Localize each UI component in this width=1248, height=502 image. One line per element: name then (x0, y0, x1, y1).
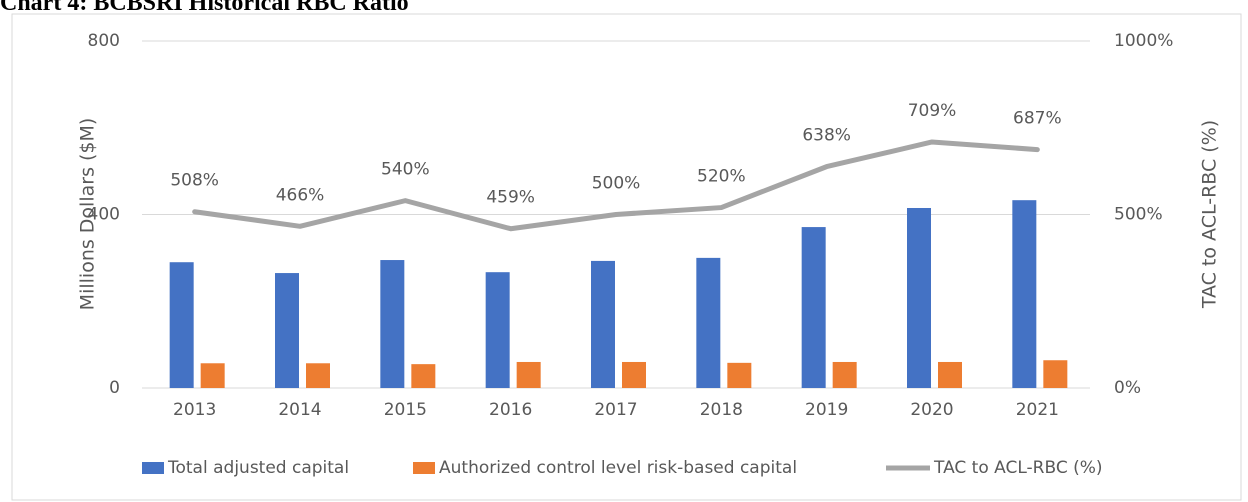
y-tick-label: 400 (88, 205, 120, 225)
bar (516, 361, 541, 388)
chart-frame (11, 13, 1242, 501)
x-tick-label: 2016 (489, 400, 532, 420)
bar (411, 364, 436, 388)
legend-swatch (142, 462, 164, 474)
data-label: 508% (170, 171, 219, 191)
bar (380, 260, 405, 388)
x-tick-label: 2018 (700, 400, 743, 420)
chart-title: Chart 4: BCBSRI Historical RBC Ratio (0, 0, 409, 16)
bar (907, 207, 931, 388)
bar (727, 362, 752, 388)
x-tick-label: 2021 (1016, 400, 1059, 420)
bar (306, 363, 330, 388)
y2-tick-label: 500% (1114, 205, 1163, 225)
legend-swatch (413, 462, 435, 474)
bar (200, 363, 225, 388)
bar (832, 361, 857, 388)
x-tick-label: 2017 (594, 400, 637, 420)
bar (485, 272, 510, 388)
data-label: 638% (802, 126, 851, 146)
legend-label: Total adjusted capital (167, 458, 349, 478)
bar (275, 273, 299, 388)
y2-tick-label: 0% (1114, 378, 1141, 398)
x-tick-label: 2019 (805, 400, 848, 420)
x-tick-label: 2014 (278, 400, 321, 420)
y-axis-title: Millions Dollars ($M) (77, 118, 99, 311)
bar (696, 257, 721, 388)
data-label: 709% (908, 101, 957, 121)
data-label: 520% (697, 167, 746, 187)
x-tick-label: 2013 (173, 400, 216, 420)
y-tick-label: 800 (88, 31, 120, 51)
data-label: 466% (276, 185, 325, 205)
data-label: 459% (486, 188, 535, 208)
legend-label: Authorized control level risk-based capi… (439, 458, 797, 478)
data-label: 540% (381, 160, 430, 180)
bar (1012, 200, 1037, 388)
bar (938, 361, 962, 388)
data-label: 500% (592, 174, 641, 194)
data-label: 687% (1013, 109, 1062, 129)
bar (1043, 360, 1068, 388)
y-tick-label: 0 (109, 378, 120, 398)
bar (591, 260, 615, 388)
line-series (192, 139, 1040, 232)
bar (801, 227, 826, 388)
bar (169, 262, 194, 388)
x-tick-label: 2015 (384, 400, 427, 420)
bar (622, 361, 646, 388)
y2-axis-title: TAC to ACL-RBC (%) (1199, 120, 1221, 309)
x-tick-label: 2020 (910, 400, 953, 420)
legend-label: TAC to ACL-RBC (%) (933, 458, 1103, 478)
y2-tick-label: 1000% (1114, 31, 1173, 51)
